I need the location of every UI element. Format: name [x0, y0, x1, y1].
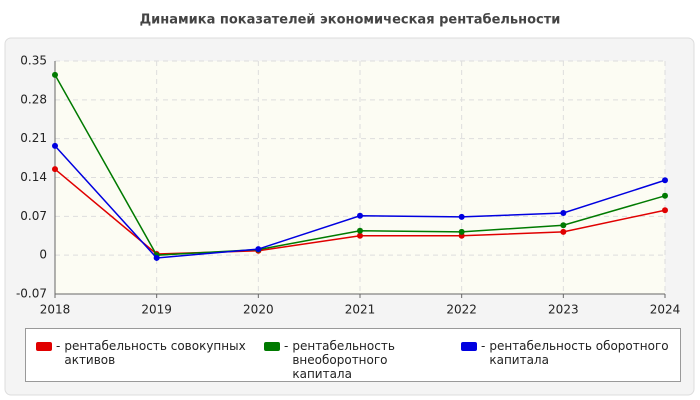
point — [458, 228, 465, 235]
legend-dash: - — [284, 339, 289, 353]
x-tick-label: 2020 — [243, 303, 274, 317]
x-tick-label: 2019 — [141, 303, 172, 317]
chart-title: Динамика показателей экономическая рента… — [140, 13, 561, 28]
point — [255, 246, 262, 253]
point — [662, 177, 668, 184]
y-tick-label: 0.14 — [20, 170, 47, 184]
y-tick-label: 0.35 — [20, 54, 47, 68]
y-tick-label: 0.07 — [20, 209, 47, 223]
point — [357, 227, 363, 234]
legend: - рентабельность совокупных активов - рента… — [25, 328, 681, 382]
legend-label: рентабельность оборотного капитала — [489, 339, 669, 367]
legend-item: - рентабельность внеоборотного капитала — [264, 339, 439, 381]
legend-label: рентабельность совокупных активов — [64, 339, 246, 367]
point — [560, 228, 567, 235]
point — [357, 212, 363, 219]
x-tick-label: 2018 — [40, 303, 71, 317]
legend-item: - рентабельность совокупных активов — [36, 339, 246, 367]
legend-dash: - — [56, 339, 61, 353]
y-tick-label: 0.21 — [20, 131, 47, 145]
point — [153, 254, 160, 261]
x-tick-label: 2023 — [548, 303, 579, 317]
legend-swatch — [461, 342, 477, 351]
point — [560, 222, 567, 229]
x-tick-label: 2022 — [446, 303, 477, 317]
y-tick-label: -0.07 — [16, 287, 47, 301]
y-tick-label: 0 — [39, 248, 47, 262]
x-tick-label: 2021 — [345, 303, 376, 317]
x-tick-label: 2024 — [650, 303, 681, 317]
legend-label: рентабельность внеоборотного капитала — [292, 339, 395, 381]
point — [662, 207, 668, 214]
point — [357, 232, 363, 239]
point — [52, 166, 58, 173]
legend-swatch — [264, 342, 280, 351]
point — [52, 142, 58, 149]
point — [560, 210, 567, 217]
legend-item: - рентабельность оборотного капитала — [461, 339, 671, 367]
y-tick-label: 0.28 — [20, 92, 47, 106]
legend-swatch — [36, 342, 52, 351]
point — [458, 213, 465, 220]
legend-dash: - — [481, 339, 486, 353]
point — [52, 71, 58, 78]
point — [662, 192, 668, 199]
